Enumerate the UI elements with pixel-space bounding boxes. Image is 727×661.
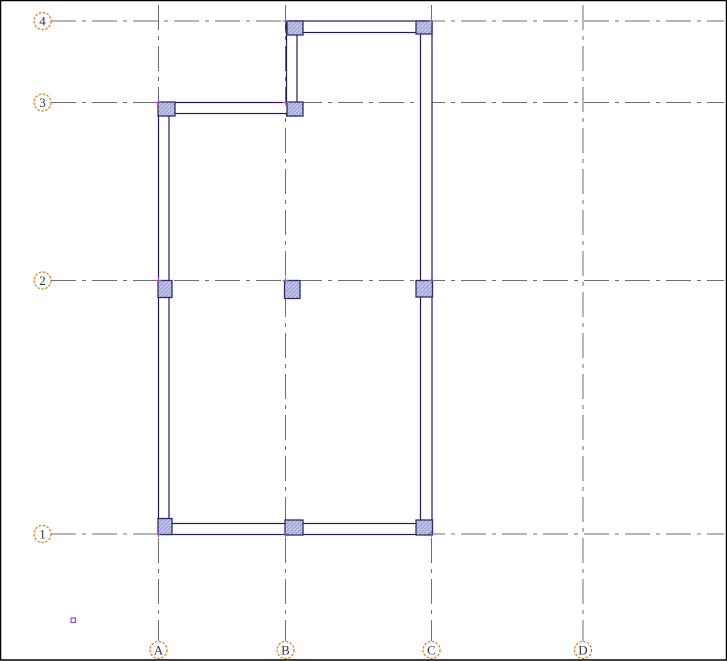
grid-bubble-label: 3 (39, 95, 46, 110)
grid-bubble-3[interactable]: 3 (33, 93, 52, 112)
intersection-marker-C4 (428, 18, 435, 24)
grid-bubble-circle (276, 640, 295, 660)
grid-bubble-circle (149, 640, 168, 660)
grid-bubble-circle (33, 93, 52, 112)
intersection-marker-C1 (428, 531, 435, 537)
intersection-marker-A1 (155, 531, 162, 537)
intersection-marker-B1 (282, 531, 289, 537)
structural-column-B2[interactable] (283, 279, 301, 300)
grid-bubble-2[interactable]: 2 (33, 271, 52, 290)
grid-bubble-label: 2 (39, 273, 46, 288)
structural-column-B1[interactable] (284, 519, 304, 536)
grid-bubble-label: A (154, 643, 164, 658)
wall-grid3-A-to-B[interactable] (157, 101, 298, 115)
intersection-marker-C2 (428, 277, 435, 284)
annotation-marker[interactable] (70, 617, 77, 624)
wall-gridC-4-to-1[interactable] (419, 20, 433, 535)
grid-bubble-label: 1 (39, 527, 46, 542)
intersection-marker-B4 (282, 18, 289, 24)
grid-bubble-circle (573, 640, 593, 660)
structural-column-A2[interactable] (157, 279, 173, 299)
grid-bubble-circle (422, 640, 441, 660)
structural-column-C1[interactable] (415, 519, 434, 536)
grid-bubble-label: B (281, 643, 290, 658)
structural-column-C4[interactable] (415, 20, 433, 35)
grid-bubble-B[interactable]: B (276, 640, 295, 660)
structural-column-C2[interactable] (415, 279, 434, 298)
grid-bubble-A[interactable]: A (149, 640, 168, 660)
grid-bubble-circle (33, 271, 52, 290)
grid-bubble-1[interactable]: 1 (33, 524, 52, 544)
grid-bubble-circle (33, 11, 52, 31)
grid-bubble-C[interactable]: C (422, 640, 441, 660)
intersection-marker-B3 (282, 99, 289, 106)
grid-bubble-D[interactable]: D (573, 640, 593, 660)
structural-column-B4[interactable] (286, 20, 304, 36)
intersection-marker-A2 (155, 277, 162, 284)
structural-column-A3[interactable] (157, 101, 176, 117)
intersection-marker-B2 (282, 277, 289, 284)
grid-bubble-label: C (427, 643, 436, 658)
wall-gridA-3-to-1[interactable] (157, 101, 170, 535)
grid-bubble-label: 4 (39, 14, 46, 29)
grid-bubble-label: D (578, 643, 587, 658)
grid-bubble-4[interactable]: 4 (33, 11, 52, 31)
structural-column-B3[interactable] (286, 101, 304, 117)
wall-grid4-B-to-C[interactable] (285, 20, 433, 34)
structural-column-A1[interactable] (157, 517, 173, 536)
intersection-marker-A3 (155, 99, 162, 106)
grid-bubble-circle (33, 524, 52, 544)
